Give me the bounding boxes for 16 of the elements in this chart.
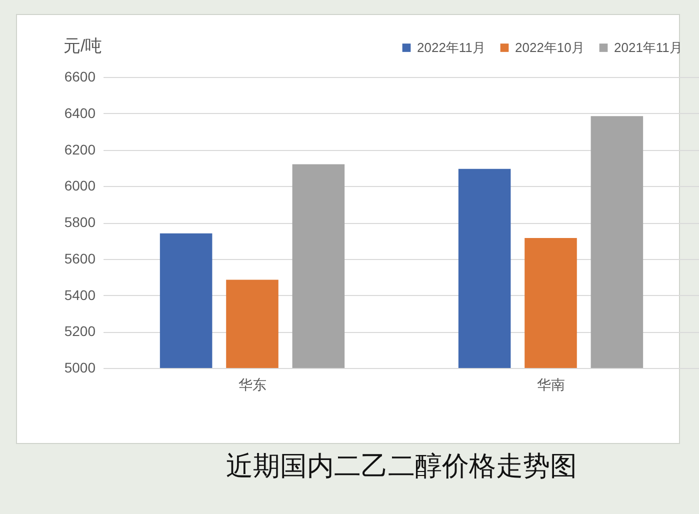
y-tick-label: 6200	[64, 141, 96, 158]
x-tick-label: 华南	[536, 376, 565, 392]
x-tick-label: 华东	[238, 376, 266, 392]
y-axis-title: 元/吨	[64, 36, 102, 56]
y-tick-label: 6400	[64, 104, 96, 121]
y-tick-label: 5800	[64, 214, 96, 230]
y-tick-label: 6600	[64, 68, 96, 84]
y-tick-label: 5600	[64, 250, 96, 266]
y-tick-label: 6000	[64, 178, 96, 194]
legend-label: 2022年10月	[515, 40, 584, 55]
y-tick-label: 5400	[64, 286, 96, 303]
y-tick-label: 5000	[64, 360, 96, 376]
legend-label: 2022年11月	[417, 40, 486, 55]
text: 近期国内二乙二醇价格走势图	[226, 451, 577, 481]
y-tick-label: 5200	[64, 323, 96, 340]
legend-label: 2021年11月	[614, 40, 682, 55]
